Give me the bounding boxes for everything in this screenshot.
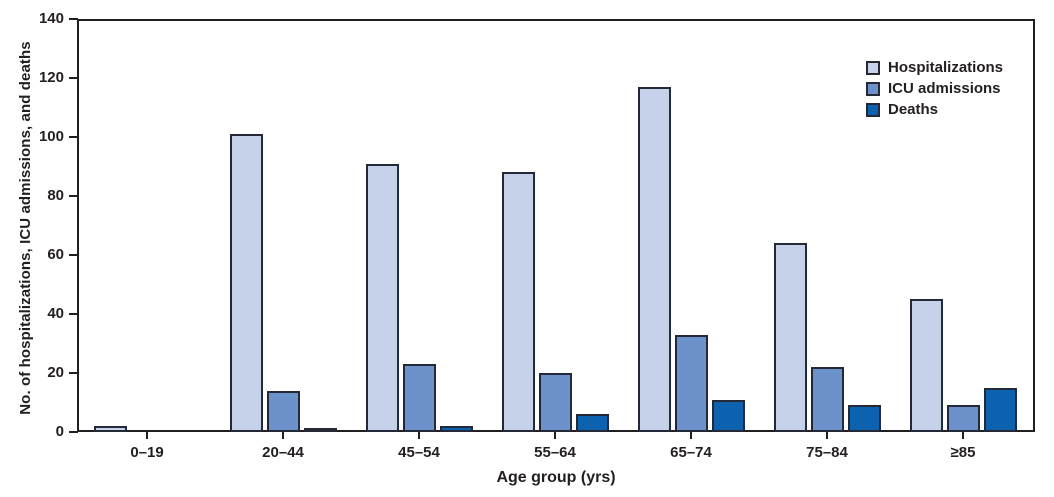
legend-swatch-deaths [866,102,880,117]
x-axis-title: Age group (yrs) [496,469,616,486]
bar-deaths-75-84 [848,405,881,432]
y-tick [69,18,78,20]
x-tick [962,432,964,439]
bar-icu-admissions-85 [947,405,980,432]
bar-deaths-65-74 [712,400,745,432]
x-tick [690,432,692,439]
legend-item-deaths: Deaths [866,101,1003,118]
x-tick [282,432,284,439]
y-tick [69,195,78,197]
legend-item-hospitalizations: Hospitalizations [866,59,1004,76]
x-tick [418,432,420,439]
y-tick-label: 0 [55,423,64,440]
legend-label-icu-admissions: ICU admissions [888,80,1001,97]
x-tick-label-20-44: 20–44 [262,444,304,461]
x-tick-label-75-84: 75–84 [806,444,848,461]
bar-icu-admissions-20-44 [267,391,300,432]
x-tick-label-45-54: 45–54 [398,444,440,461]
y-tick-label: 100 [38,128,64,145]
bar-hospitalizations-65-74 [638,87,671,432]
y-tick-label: 80 [47,187,64,204]
y-tick-label: 40 [47,305,64,322]
y-tick [69,431,78,433]
bar-hospitalizations-20-44 [230,134,263,432]
x-tick-label-55-64: 55–64 [534,444,576,461]
bar-hospitalizations-45-54 [366,164,399,432]
bar-deaths-85 [984,388,1017,432]
bar-hospitalizations-0-19 [94,426,127,432]
y-tick-label: 140 [38,10,64,27]
bar-hospitalizations-75-84 [774,243,807,432]
bar-icu-admissions-45-54 [403,364,436,432]
bar-deaths-45-54 [440,426,473,432]
x-tick-label-0-19: 0–19 [130,444,164,461]
legend: Hospitalizations ICU admissions Deaths [866,59,1004,123]
y-tick-label: 120 [38,69,64,86]
bar-deaths-20-44 [304,428,337,432]
legend-item-icu-admissions: ICU admissions [866,80,1003,97]
legend-swatch-hospitalizations [866,60,880,75]
y-tick [69,372,78,374]
y-tick [69,77,78,79]
x-tick-label-65-74: 65–74 [670,444,712,461]
y-tick-label: 20 [47,364,64,381]
y-tick [69,136,78,138]
bar-icu-admissions-75-84 [811,367,844,432]
y-tick [69,313,78,315]
y-tick-label: 60 [47,246,64,263]
legend-swatch-icu-admissions [866,81,880,96]
y-tick [69,254,78,256]
bar-deaths-55-64 [576,414,609,432]
x-tick [146,432,148,439]
legend-label-deaths: Deaths [888,101,939,118]
x-tick [826,432,828,439]
bar-icu-admissions-55-64 [539,373,572,432]
bar-icu-admissions-65-74 [675,335,708,432]
x-tick [554,432,556,439]
x-tick-label-85: ≥85 [950,444,976,461]
legend-label-hospitalizations: Hospitalizations [888,59,1004,76]
bar-hospitalizations-85 [910,299,943,432]
bar-hospitalizations-55-64 [502,172,535,432]
